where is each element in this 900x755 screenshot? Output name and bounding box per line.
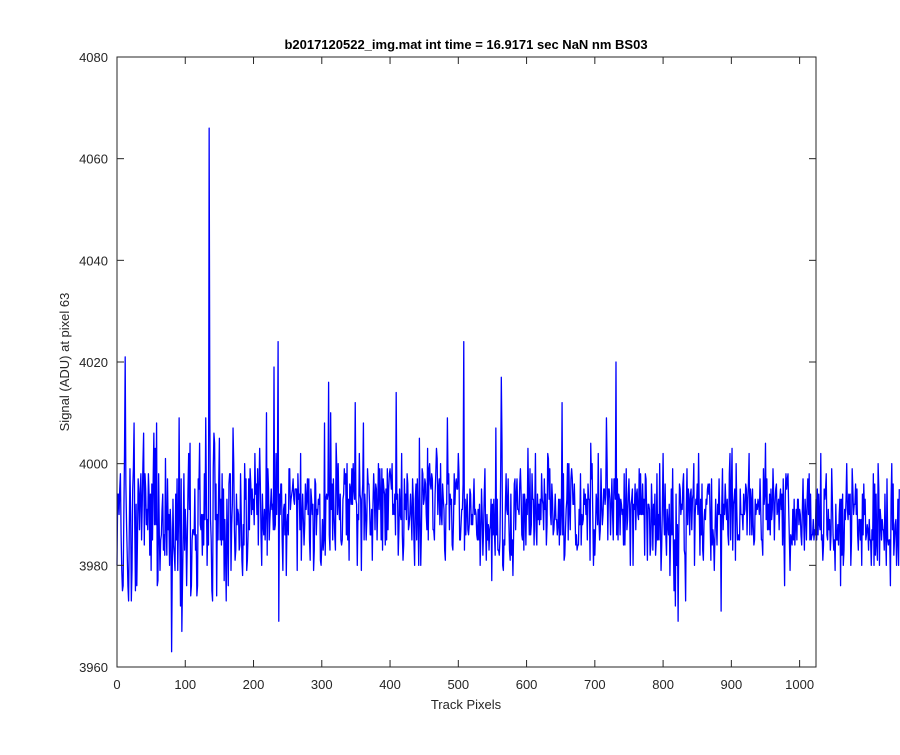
- x-tick-label: 900: [721, 677, 743, 692]
- y-tick-label: 4000: [79, 457, 108, 472]
- x-tick-label: 200: [243, 677, 265, 692]
- y-tick-label: 4060: [79, 152, 108, 167]
- y-tick-label: 4040: [79, 253, 108, 268]
- x-axis: 0 100 200 300 400 500 600 700 800 900 1000: [113, 57, 814, 692]
- data-series-line: [116, 127, 900, 653]
- x-tick-label: 600: [516, 677, 538, 692]
- x-tick-label: 800: [652, 677, 674, 692]
- x-tick-label: 1000: [785, 677, 814, 692]
- y-axis: 3960 3980 4000 4020 4040 4060 4080: [79, 50, 816, 675]
- y-tick-label: 3980: [79, 558, 108, 573]
- x-tick-label: 500: [447, 677, 469, 692]
- x-tick-label: 100: [174, 677, 196, 692]
- x-tick-label: 300: [311, 677, 333, 692]
- y-tick-label: 4080: [79, 50, 108, 65]
- x-tick-label: 400: [379, 677, 401, 692]
- plot-area: [117, 57, 816, 667]
- x-tick-label: 0: [113, 677, 120, 692]
- x-axis-label: Track Pixels: [431, 697, 502, 712]
- y-axis-label: Signal (ADU) at pixel 63: [57, 293, 72, 432]
- y-tick-label: 4020: [79, 355, 108, 370]
- y-tick-label: 3960: [79, 660, 108, 675]
- x-tick-label: 700: [584, 677, 606, 692]
- chart-title: b2017120522_img.mat int time = 16.9171 s…: [284, 37, 647, 52]
